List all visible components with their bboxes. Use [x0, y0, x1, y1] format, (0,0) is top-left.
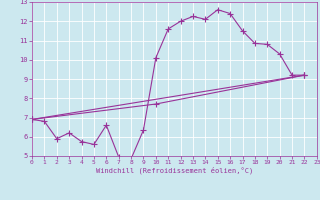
X-axis label: Windchill (Refroidissement éolien,°C): Windchill (Refroidissement éolien,°C) [96, 167, 253, 174]
